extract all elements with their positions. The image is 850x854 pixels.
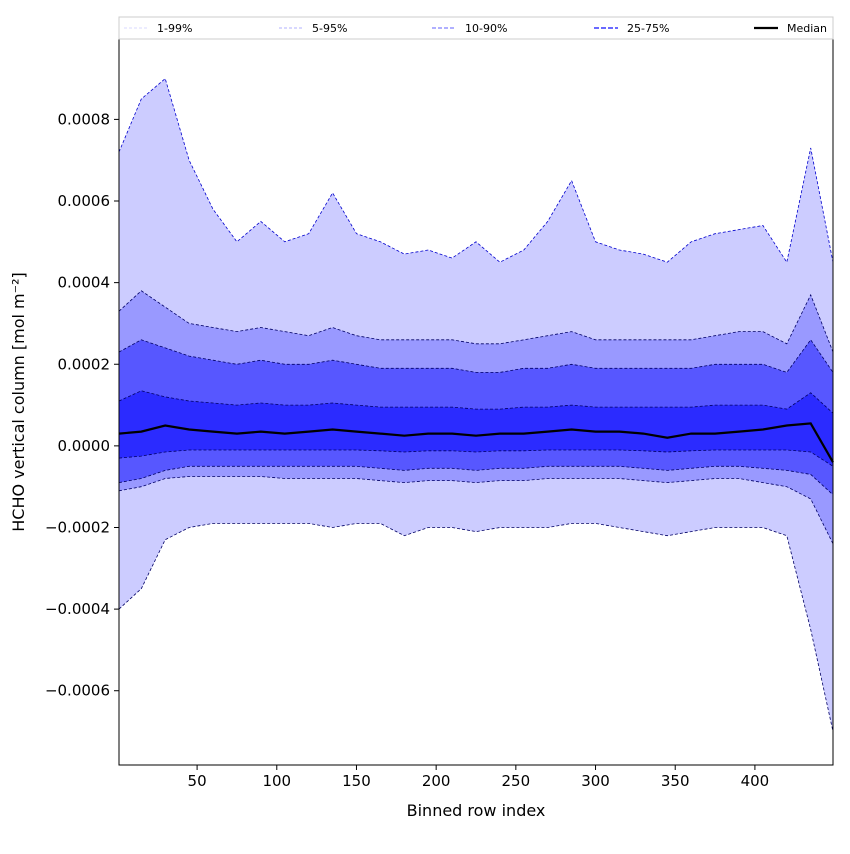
x-tick-label: 150 bbox=[342, 772, 371, 790]
y-tick-label: 0.0006 bbox=[58, 192, 111, 210]
legend-label: 25-75% bbox=[627, 22, 669, 35]
line-p90 bbox=[118, 339, 834, 373]
legend-item: 25-75% bbox=[594, 22, 669, 35]
legend-label: 1-99% bbox=[157, 22, 192, 35]
line-p99 bbox=[118, 77, 834, 264]
x-tick-label: 350 bbox=[661, 772, 690, 790]
legend-label: 10-90% bbox=[465, 22, 507, 35]
line-p25 bbox=[118, 449, 834, 467]
x-tick-label: 250 bbox=[502, 772, 531, 790]
percentile-lines bbox=[118, 77, 834, 732]
legend-item: 10-90% bbox=[432, 22, 507, 35]
legend-label: 5-95% bbox=[312, 22, 347, 35]
x-tick-label: 300 bbox=[581, 772, 610, 790]
x-tick-label: 200 bbox=[422, 772, 451, 790]
line-p1 bbox=[118, 523, 834, 732]
x-axis: 50 100 150 200 250 300 350 400 bbox=[188, 765, 770, 790]
x-axis-label: Binned row index bbox=[407, 801, 546, 820]
y-axis-label: HCHO vertical column [mol m⁻²] bbox=[9, 272, 28, 531]
legend-item: 5-95% bbox=[279, 22, 347, 35]
y-tick-label: 0.0004 bbox=[58, 274, 111, 292]
x-tick-label: 50 bbox=[188, 772, 207, 790]
y-tick-label: 0.0002 bbox=[58, 355, 111, 373]
y-tick-label: 0.0008 bbox=[58, 110, 111, 128]
band-25-75 bbox=[119, 390, 833, 467]
legend-item: 1-99% bbox=[124, 22, 192, 35]
y-axis: −0.0006 −0.0004 −0.0002 0.0000 0.0002 0.0004 0… bbox=[45, 110, 119, 700]
line-p95 bbox=[118, 290, 834, 353]
line-median bbox=[118, 422, 834, 463]
x-tick-label: 400 bbox=[741, 772, 770, 790]
y-tick-label: 0.0000 bbox=[58, 437, 111, 455]
line-p75 bbox=[118, 390, 834, 414]
legend-label: Median bbox=[787, 22, 827, 35]
y-tick-label: −0.0002 bbox=[45, 518, 110, 536]
x-tick-label: 100 bbox=[262, 772, 291, 790]
y-tick-label: −0.0004 bbox=[45, 600, 110, 618]
y-tick-label: −0.0006 bbox=[45, 682, 110, 700]
legend-box bbox=[118, 16, 834, 40]
legend: 1-99% 5-95% 10-90% 25-75% Median bbox=[118, 16, 834, 40]
percentile-bands bbox=[119, 78, 833, 732]
legend-item: Median bbox=[754, 22, 827, 35]
